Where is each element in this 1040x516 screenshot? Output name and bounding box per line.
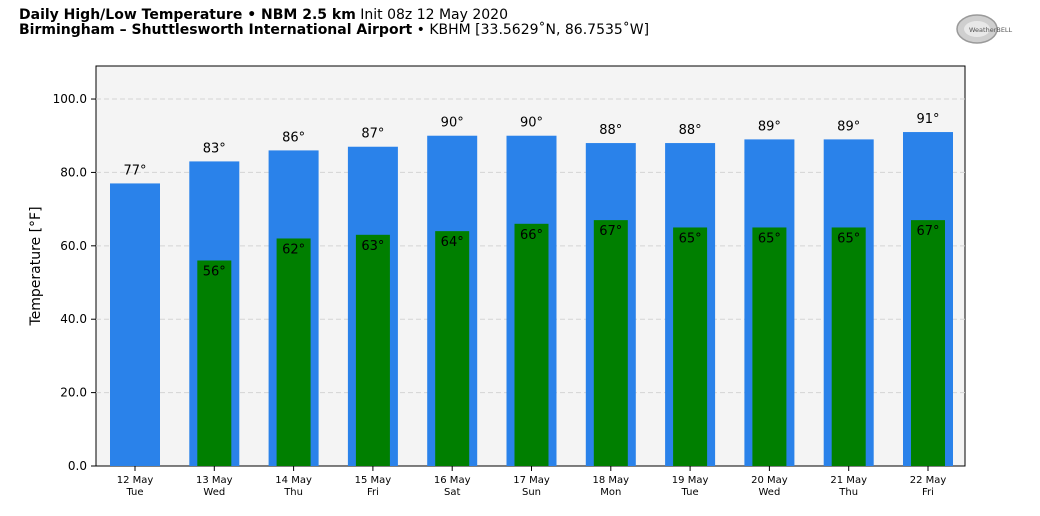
high-temp-label: 91° (916, 112, 939, 127)
y-axis: 0.0 20.0 40.0 60.0 80.0 100.0 (53, 92, 96, 473)
low-temp-label: 65° (758, 231, 781, 246)
low-temp-label: 65° (837, 231, 860, 246)
chart-title-block: Daily High/Low Temperature • NBM 2.5 km … (19, 8, 649, 38)
subtitle-location: Birmingham – Shuttlesworth International… (19, 22, 413, 38)
x-tick-weekday: Fri (922, 487, 934, 498)
low-temp-bar (435, 231, 470, 466)
chart-subtitle: Birmingham – Shuttlesworth International… (19, 23, 649, 38)
low-temp-bar (911, 220, 945, 466)
high-temp-label: 77° (123, 163, 146, 178)
low-temp-label: 67° (599, 224, 622, 239)
subtitle-coords: • KBHM [33.5629˚N, 86.7535˚W] (416, 22, 650, 38)
x-tick-date: 22 May (910, 475, 947, 486)
logo-text: WeatherBELL (969, 26, 1013, 34)
x-tick-date: 20 May (751, 475, 788, 486)
x-tick-weekday: Wed (203, 487, 225, 498)
x-tick-weekday: Thu (283, 487, 303, 498)
x-tick-weekday: Sun (522, 487, 541, 498)
x-tick-weekday: Thu (838, 487, 858, 498)
high-temp-bar (110, 183, 160, 466)
x-tick-date: 12 May (117, 475, 154, 486)
low-temp-label: 67° (916, 224, 939, 239)
low-temp-bar (831, 227, 866, 466)
high-temp-label: 88° (679, 123, 702, 138)
low-temp-label: 65° (679, 231, 702, 246)
y-axis-label: Temperature [°F] (28, 206, 44, 326)
y-tick-label: 0.0 (68, 459, 87, 473)
bar-series: 77° 83° 56° 86° 62° 87° 63° 90° 64° 90° 66° 88° 67° 8… (110, 112, 953, 467)
high-temp-label: 90° (441, 116, 464, 131)
low-temp-label: 56° (203, 264, 226, 279)
x-tick-date: 21 May (830, 475, 867, 486)
low-temp-label: 62° (282, 242, 305, 257)
low-temp-label: 64° (441, 235, 464, 250)
x-tick-date: 14 May (275, 475, 312, 486)
high-temp-label: 89° (758, 119, 781, 134)
y-tick-label: 40.0 (60, 312, 87, 326)
low-temp-bar (514, 223, 549, 466)
x-tick-date: 13 May (196, 475, 233, 486)
y-tick-label: 20.0 (60, 386, 87, 400)
x-tick-date: 15 May (355, 475, 392, 486)
x-tick-weekday: Tue (125, 487, 143, 498)
low-temp-bar (752, 227, 787, 466)
high-temp-label: 90° (520, 116, 543, 131)
chart-title: Daily High/Low Temperature • NBM 2.5 km … (19, 8, 649, 23)
low-temp-bar (355, 234, 390, 466)
y-tick-label: 60.0 (60, 239, 87, 253)
x-tick-date: 18 May (593, 475, 630, 486)
x-tick-weekday: Tue (681, 487, 699, 498)
x-tick-weekday: Sat (444, 487, 460, 498)
low-temp-bar (197, 260, 232, 466)
y-tick-label: 100.0 (53, 92, 87, 106)
x-tick-weekday: Wed (758, 487, 780, 498)
title-init: Init 08z 12 May 2020 (360, 7, 508, 23)
high-temp-label: 87° (361, 127, 384, 142)
high-temp-label: 86° (282, 130, 305, 145)
x-tick-weekday: Fri (367, 487, 379, 498)
title-main: Daily High/Low Temperature • NBM 2.5 km (19, 7, 356, 23)
x-tick-date: 19 May (672, 475, 709, 486)
x-tick-date: 17 May (513, 475, 550, 486)
x-tick-date: 16 May (434, 475, 471, 486)
x-tick-weekday: Mon (600, 487, 621, 498)
high-temp-label: 89° (837, 119, 860, 134)
y-tick-label: 80.0 (60, 165, 87, 179)
low-temp-label: 63° (361, 239, 384, 254)
weatherbell-logo: WeatherBELL (956, 14, 1013, 44)
low-temp-bar (673, 227, 708, 466)
low-temp-bar (276, 238, 311, 466)
high-temp-label: 83° (203, 141, 226, 156)
low-temp-label: 66° (520, 228, 543, 243)
low-temp-bar (593, 220, 628, 466)
high-temp-label: 88° (599, 123, 622, 138)
